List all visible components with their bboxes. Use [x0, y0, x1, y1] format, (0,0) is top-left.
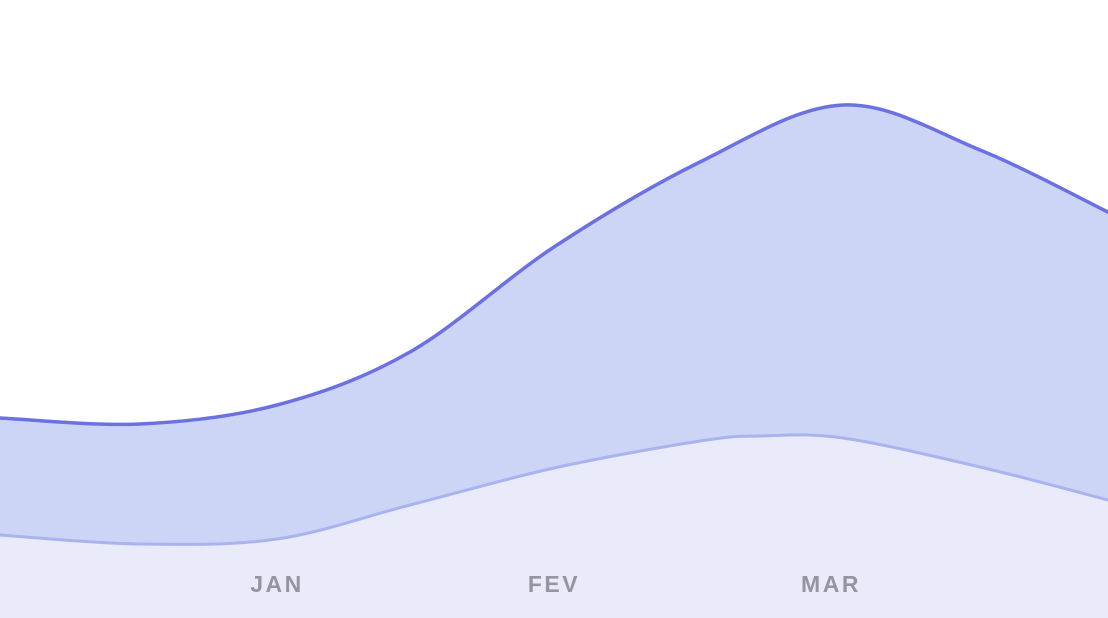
- lower-series-area-fill: [0, 434, 1108, 618]
- lower-series-line: [0, 433, 1108, 546]
- upper-series-line: [0, 103, 1108, 427]
